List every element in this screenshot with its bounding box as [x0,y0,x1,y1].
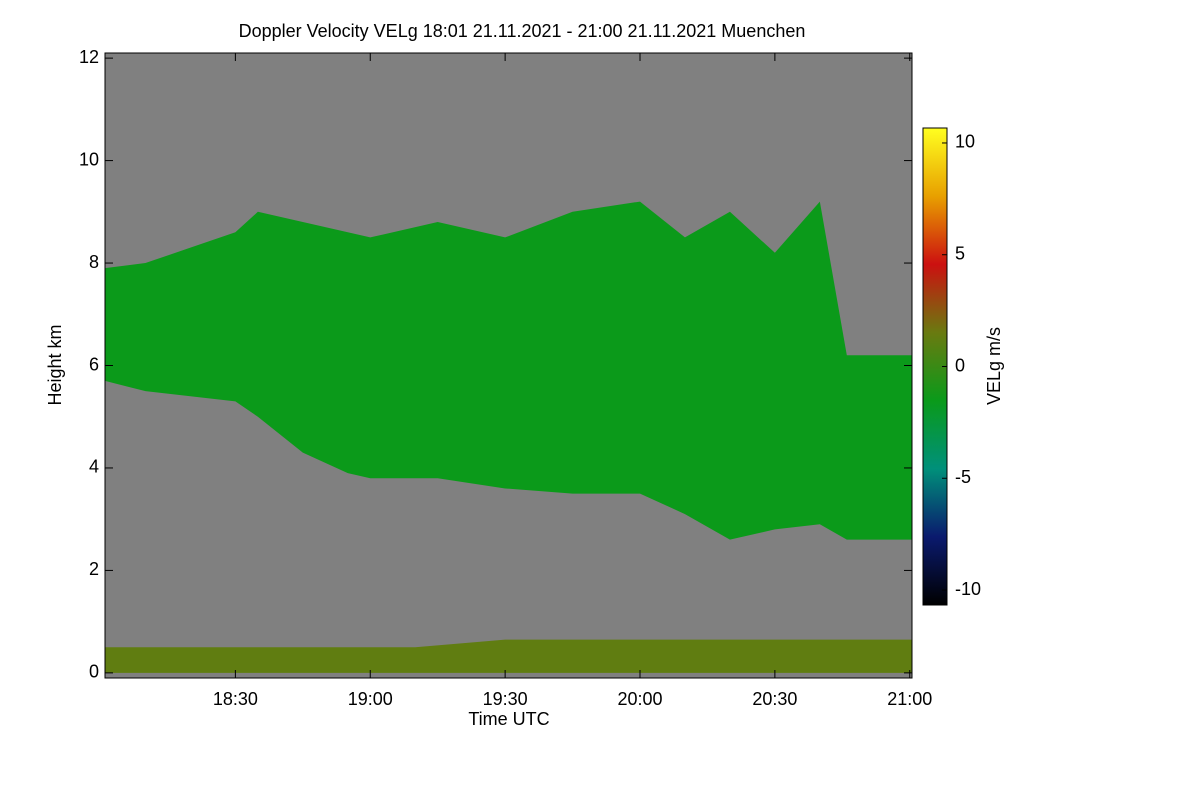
x-axis-label: Time UTC [468,709,549,729]
x-tick-label: 18:30 [213,689,258,709]
colorbar-tick-label: 5 [955,243,965,263]
y-tick-label: 12 [79,47,99,67]
y-tick-label: 4 [89,457,99,477]
x-tick-label: 19:00 [348,689,393,709]
colorbar-label: VELg m/s [984,327,1004,405]
x-tick-label: 20:00 [617,689,662,709]
x-tick-label: 21:00 [887,689,932,709]
colorbar-tick-label: 0 [955,355,965,375]
chart-title: Doppler Velocity VELg 18:01 21.11.2021 -… [239,21,806,41]
y-tick-label: 2 [89,559,99,579]
y-tick-label: 6 [89,354,99,374]
y-tick-label: 10 [79,149,99,169]
x-tick-label: 19:30 [483,689,528,709]
colorbar-tick-label: 10 [955,132,975,152]
y-axis-label: Height km [45,324,65,405]
echo-region [105,639,912,673]
y-tick-label: 8 [89,252,99,272]
echo-region [105,201,912,540]
colorbar-tick-label: -5 [955,467,971,487]
x-tick-label: 20:30 [752,689,797,709]
colorbar-tick-label: -10 [955,579,981,599]
y-tick-label: 0 [89,662,99,682]
